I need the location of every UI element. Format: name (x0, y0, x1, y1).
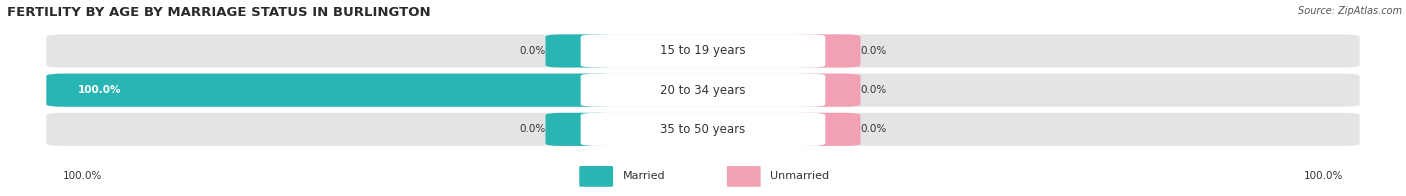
Text: 0.0%: 0.0% (860, 124, 887, 134)
FancyBboxPatch shape (792, 113, 860, 146)
Text: 35 to 50 years: 35 to 50 years (661, 123, 745, 136)
Text: Married: Married (623, 171, 665, 181)
FancyBboxPatch shape (46, 113, 1360, 146)
FancyBboxPatch shape (46, 34, 1360, 67)
FancyBboxPatch shape (546, 113, 614, 146)
Text: 0.0%: 0.0% (519, 46, 546, 56)
FancyBboxPatch shape (727, 166, 761, 187)
Text: Source: ZipAtlas.com: Source: ZipAtlas.com (1298, 6, 1402, 16)
FancyBboxPatch shape (792, 34, 860, 67)
Text: 100.0%: 100.0% (63, 171, 103, 181)
Text: 20 to 34 years: 20 to 34 years (661, 84, 745, 97)
FancyBboxPatch shape (581, 74, 825, 107)
FancyBboxPatch shape (546, 34, 614, 67)
FancyBboxPatch shape (581, 113, 825, 146)
Text: 100.0%: 100.0% (77, 85, 121, 95)
Text: FERTILITY BY AGE BY MARRIAGE STATUS IN BURLINGTON: FERTILITY BY AGE BY MARRIAGE STATUS IN B… (7, 6, 430, 19)
Text: 15 to 19 years: 15 to 19 years (661, 44, 745, 57)
Text: 0.0%: 0.0% (860, 85, 887, 95)
Text: Unmarried: Unmarried (770, 171, 830, 181)
FancyBboxPatch shape (46, 74, 1360, 107)
FancyBboxPatch shape (792, 74, 860, 107)
Text: 100.0%: 100.0% (1303, 171, 1343, 181)
Text: 0.0%: 0.0% (519, 124, 546, 134)
FancyBboxPatch shape (581, 34, 825, 67)
Text: 0.0%: 0.0% (860, 46, 887, 56)
FancyBboxPatch shape (46, 74, 614, 107)
FancyBboxPatch shape (579, 166, 613, 187)
